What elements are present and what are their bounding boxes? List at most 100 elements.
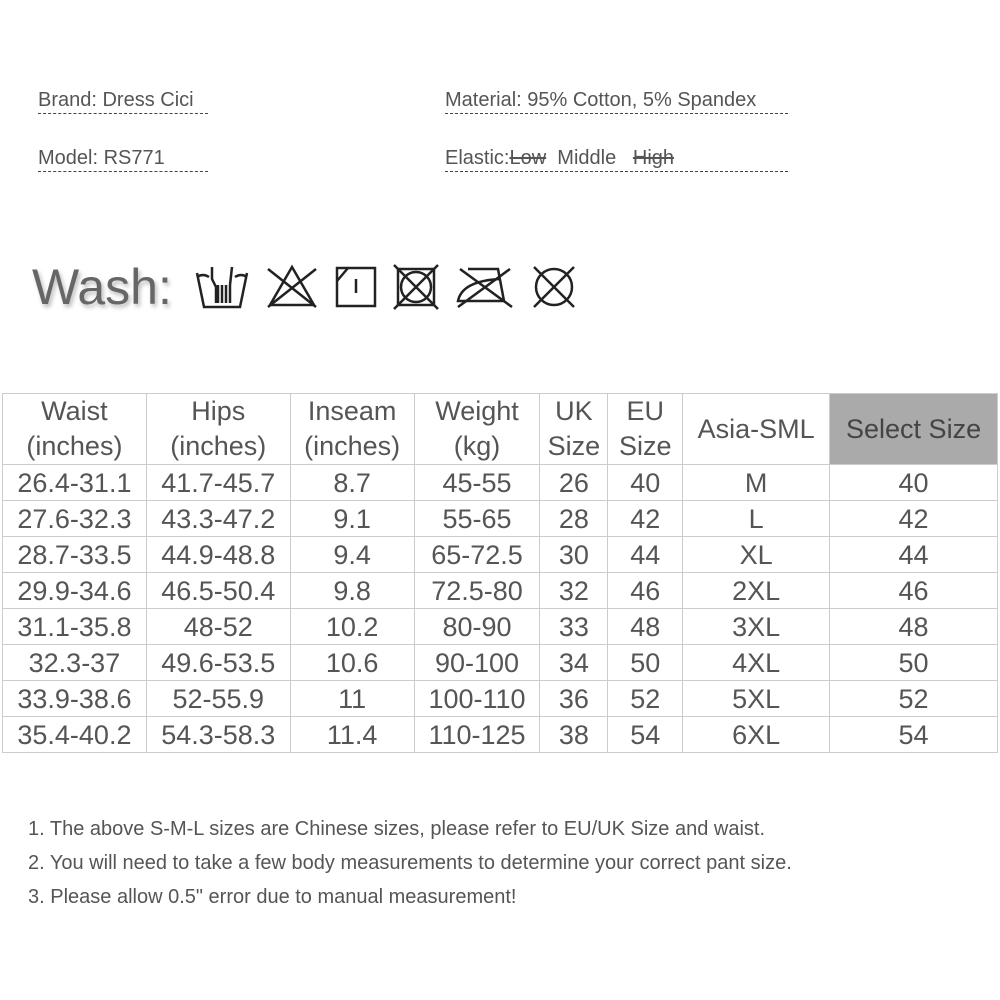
header-text: (kg) bbox=[453, 431, 501, 461]
table-cell: 80-90 bbox=[413, 608, 541, 645]
table-row: 26.4-31.1 41.7-45.7 8.7 45-55 26 40 M 40 bbox=[2, 464, 998, 501]
table-cell: 42 bbox=[607, 500, 684, 537]
line-dry-icon bbox=[335, 266, 377, 308]
header-text: Waist bbox=[41, 396, 108, 426]
table-cell: 33.9-38.6 bbox=[2, 680, 147, 717]
column-header: UK Size bbox=[539, 393, 609, 465]
wash-label: Wash: bbox=[32, 259, 172, 315]
table-cell: 50 bbox=[607, 644, 684, 681]
table-cell: 4XL bbox=[682, 644, 831, 681]
table-cell: 26.4-31.1 bbox=[2, 464, 147, 501]
brand-text: Brand: Dress Cici bbox=[38, 89, 194, 111]
table-cell: 9.4 bbox=[289, 536, 415, 573]
header-text: Size bbox=[547, 431, 601, 461]
elastic-low: Low bbox=[509, 147, 547, 169]
table-cell: 41.7-45.7 bbox=[145, 464, 291, 501]
table-row: 33.9-38.6 52-55.9 11 100-110 36 52 5XL 52 bbox=[2, 680, 998, 717]
table-cell: 110-125 bbox=[413, 716, 541, 753]
no-tumble-dry-icon bbox=[392, 264, 439, 310]
material-text: Material: 95% Cotton, 5% Spandex bbox=[445, 89, 757, 111]
no-iron-icon bbox=[456, 267, 513, 309]
table-cell: 48 bbox=[829, 608, 998, 645]
table-cell: 10.2 bbox=[289, 608, 415, 645]
table-cell: 35.4-40.2 bbox=[2, 716, 147, 753]
table-header-row: Waist (inches) Hips (inches) Inseam (inches) W… bbox=[2, 393, 998, 465]
header-text: (inches) bbox=[170, 431, 267, 461]
table-cell: L bbox=[682, 500, 831, 537]
notes: 1. The above S-M-L sizes are Chinese siz… bbox=[28, 818, 792, 920]
brand-info: Brand: Dress Cici bbox=[38, 89, 208, 114]
table-cell: 28 bbox=[539, 500, 609, 537]
table-cell: 46 bbox=[829, 572, 998, 609]
table-cell: 3XL bbox=[682, 608, 831, 645]
table-cell: 27.6-32.3 bbox=[2, 500, 147, 537]
table-cell: 46.5-50.4 bbox=[145, 572, 291, 609]
table-cell: 6XL bbox=[682, 716, 831, 753]
header-text: EU bbox=[626, 396, 665, 426]
table-cell: 38 bbox=[539, 716, 609, 753]
column-header: Hips (inches) bbox=[145, 393, 291, 465]
table-cell: 72.5-80 bbox=[413, 572, 541, 609]
table-cell: 54 bbox=[829, 716, 998, 753]
table-cell: 54 bbox=[607, 716, 684, 753]
table-row: 32.3-37 49.6-53.5 10.6 90-100 34 50 4XL 50 bbox=[2, 644, 998, 681]
column-header: Asia-SML bbox=[682, 393, 831, 465]
table-cell: 8.7 bbox=[289, 464, 415, 501]
table-cell: 36 bbox=[539, 680, 609, 717]
wash-instructions: Wash: bbox=[32, 258, 592, 316]
divider bbox=[38, 171, 208, 172]
table-cell: XL bbox=[682, 536, 831, 573]
table-cell: 46 bbox=[607, 572, 684, 609]
table-cell: 9.1 bbox=[289, 500, 415, 537]
note-item: 2. You will need to take a few body meas… bbox=[28, 852, 792, 874]
elastic-info: Elastic:Low Middle High bbox=[445, 147, 788, 172]
header-text: (inches) bbox=[26, 431, 123, 461]
table-cell: 40 bbox=[829, 464, 998, 501]
table-cell: 40 bbox=[607, 464, 684, 501]
header-text: (inches) bbox=[304, 431, 401, 461]
table-cell: 9.8 bbox=[289, 572, 415, 609]
table-cell: 50 bbox=[829, 644, 998, 681]
table-cell: 10.6 bbox=[289, 644, 415, 681]
divider bbox=[38, 113, 208, 114]
table-cell: 45-55 bbox=[413, 464, 541, 501]
table-cell: 11.4 bbox=[289, 716, 415, 753]
table-row: 27.6-32.3 43.3-47.2 9.1 55-65 28 42 L 42 bbox=[2, 500, 998, 537]
table-cell: 52 bbox=[607, 680, 684, 717]
column-header: Weight (kg) bbox=[413, 393, 541, 465]
table-cell: 44 bbox=[829, 536, 998, 573]
no-dry-clean-icon bbox=[532, 266, 575, 308]
no-bleach-icon bbox=[267, 264, 317, 308]
table-cell: 90-100 bbox=[413, 644, 541, 681]
table-cell: 54.3-58.3 bbox=[145, 716, 291, 753]
table-cell: 32.3-37 bbox=[2, 644, 147, 681]
note-item: 1. The above S-M-L sizes are Chinese siz… bbox=[28, 818, 766, 840]
table-cell: 52-55.9 bbox=[145, 680, 291, 717]
model-text: Model: RS771 bbox=[38, 147, 165, 169]
table-cell: 32 bbox=[539, 572, 609, 609]
table-cell: 44.9-48.8 bbox=[145, 536, 291, 573]
header-text: Select Size bbox=[846, 413, 982, 444]
elastic-high: High bbox=[632, 147, 675, 169]
table-row: 28.7-33.5 44.9-48.8 9.4 65-72.5 30 44 XL 44 bbox=[2, 536, 998, 573]
table-cell: 33 bbox=[539, 608, 609, 645]
table-cell: 52 bbox=[829, 680, 998, 717]
table-cell: 43.3-47.2 bbox=[145, 500, 291, 537]
hand-wash-icon bbox=[195, 266, 249, 309]
table-cell: 28.7-33.5 bbox=[2, 536, 147, 573]
table-cell: 29.9-34.6 bbox=[2, 572, 147, 609]
table-cell: 34 bbox=[539, 644, 609, 681]
table-cell: 55-65 bbox=[413, 500, 541, 537]
table-cell: M bbox=[682, 464, 831, 501]
material-info: Material: 95% Cotton, 5% Spandex bbox=[445, 89, 788, 114]
table-cell: 49.6-53.5 bbox=[145, 644, 291, 681]
table-cell: 11 bbox=[289, 680, 415, 717]
table-row: 29.9-34.6 46.5-50.4 9.8 72.5-80 32 46 2XL 46 bbox=[2, 572, 998, 609]
table-cell: 44 bbox=[607, 536, 684, 573]
divider bbox=[445, 113, 788, 114]
table-cell: 5XL bbox=[682, 680, 831, 717]
header-text: Size bbox=[619, 431, 672, 461]
table-cell: 42 bbox=[829, 500, 998, 537]
size-chart-table: Waist (inches) Hips (inches) Inseam (inches) W… bbox=[2, 393, 998, 753]
elastic-middle: Middle bbox=[557, 147, 617, 169]
